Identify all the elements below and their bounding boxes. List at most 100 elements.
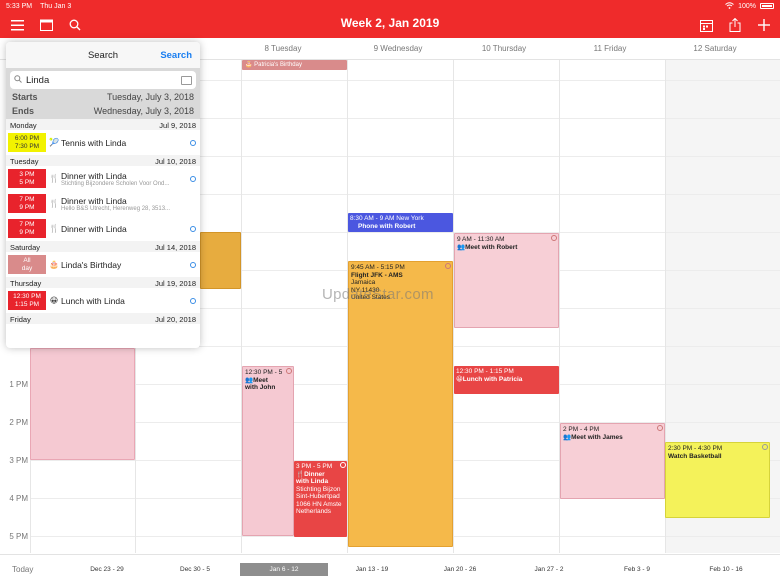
event-meet-james[interactable]: 2 PM - 4 PM 👥Meet with James: [560, 423, 665, 499]
status-bar: 5:33 PM Thu Jan 3 100%: [0, 0, 780, 12]
result-time: All day: [8, 255, 46, 274]
week-item[interactable]: Dec 30 - 5: [180, 566, 210, 573]
birthday-cake-icon: 🎂: [49, 260, 59, 269]
result-day-header: Friday Jul 20, 2018: [6, 313, 200, 324]
event-watch-basketball[interactable]: 2:30 PM - 4:30 PM Watch Basketball: [665, 442, 770, 518]
result-time: 7 PM 9 PM: [8, 194, 46, 213]
result-time: 12:30 PM 1:15 PM: [8, 291, 46, 310]
search-filter: Linda Starts Tuesday, July 3, 2018 Ends …: [6, 68, 200, 119]
result-item[interactable]: 12:30 PM 1:15 PM 😀 Lunch with Linda: [6, 288, 200, 313]
status-time: 5:33 PM: [6, 2, 33, 10]
event-lunch-patricia[interactable]: 12:30 PM - 1:15 PM 😀Lunch with Patricia: [454, 366, 559, 394]
week-item[interactable]: Jan 13 - 19: [355, 566, 389, 573]
result-title: Lunch with Linda: [61, 295, 125, 306]
sync-icon: [551, 235, 557, 241]
result-title: Tennis with Linda: [61, 137, 127, 148]
popover-header: Search Search: [6, 42, 200, 68]
result-item[interactable]: All day 🎂 Linda's Birthday: [6, 252, 200, 277]
result-location: Hello B&S Utrecht, Herenweg 28, 3513...: [61, 205, 171, 212]
week-grid[interactable]: 1 PM 2 PM 3 PM 4 PM 5 PM 🎂 Patricia's Bi…: [0, 60, 780, 553]
result-time: 7 PM 9 PM: [8, 219, 46, 238]
event-block-pink[interactable]: [30, 348, 135, 460]
add-icon[interactable]: [755, 16, 773, 34]
result-day-header: Thursday Jul 19, 2018: [6, 277, 200, 288]
week-item[interactable]: Feb 10 - 16: [709, 566, 743, 573]
week-bar: Today Dec 23 - 29 Dec 30 - 5 Jan 6 - 12 …: [0, 554, 780, 585]
status-date: Thu Jan 3: [40, 2, 72, 10]
fork-knife-icon: 🍴: [49, 199, 59, 208]
day-label-thursday[interactable]: 10 Thursday: [481, 44, 527, 53]
search-button[interactable]: Search: [160, 50, 192, 61]
watermark: UpdateStar.com: [322, 286, 434, 303]
result-item[interactable]: 3 PM 5 PM 🍴 Dinner with Linda Stichting …: [6, 166, 200, 191]
sync-icon: [190, 226, 196, 232]
battery-percent: 100%: [738, 2, 756, 10]
tennis-icon: 🎾: [49, 138, 59, 147]
result-day-header: Monday Jul 9, 2018: [6, 119, 200, 130]
share-icon[interactable]: [726, 16, 744, 34]
search-popover: Search Search Linda Starts Tuesday, July…: [6, 42, 200, 348]
hour-label-2pm: 2 PM: [9, 418, 28, 427]
calendar-today-icon[interactable]: [697, 16, 715, 34]
day-label-friday[interactable]: 11 Friday: [593, 44, 627, 53]
hour-label-5pm: 5 PM: [9, 532, 28, 541]
fork-knife-icon: 🍴: [49, 174, 59, 183]
hour-label-1pm: 1 PM: [9, 380, 28, 389]
hour-label-3pm: 3 PM: [9, 456, 28, 465]
result-time: 6:00 PM 7:30 PM: [8, 133, 46, 152]
search-input[interactable]: Linda: [10, 71, 196, 89]
sync-icon: [190, 262, 196, 268]
search-icon: [14, 75, 26, 85]
starts-row[interactable]: Starts Tuesday, July 3, 2018: [12, 92, 194, 102]
day-label-tuesday[interactable]: 8 Tuesday: [264, 44, 302, 53]
result-item[interactable]: 6:00 PM 7:30 PM 🎾 Tennis with Linda: [6, 130, 200, 155]
result-time: 3 PM 5 PM: [8, 169, 46, 188]
page-title: Week 2, Jan 2019: [340, 16, 440, 30]
hour-label-4pm: 4 PM: [9, 494, 28, 503]
event-meet-robert[interactable]: 9 AM - 11:30 AM 👥Meet with Robert: [454, 233, 559, 328]
event-phone-robert[interactable]: 8:30 AM - 9 AM New York Phone with Rober…: [348, 213, 453, 232]
sync-icon: [286, 368, 292, 374]
result-title: Dinner with Linda: [61, 223, 127, 234]
ends-row[interactable]: Ends Wednesday, July 3, 2018: [12, 106, 194, 116]
result-title: Linda's Birthday: [61, 259, 122, 270]
day-label-saturday[interactable]: 12 Saturday: [693, 44, 737, 53]
week-item[interactable]: Jan 27 - 2: [534, 566, 564, 573]
menu-icon[interactable]: [8, 16, 26, 34]
event-flight-jfk-ams[interactable]: 9:45 AM - 5:15 PM Flight JFK - AMS Jamai…: [348, 261, 453, 547]
week-item-selected[interactable]: Jan 6 - 12: [240, 563, 328, 576]
week-item[interactable]: Dec 23 - 29: [90, 566, 124, 573]
search-query: Linda: [26, 74, 50, 86]
result-day-header: Saturday Jul 14, 2018: [6, 241, 200, 252]
event-meet-john[interactable]: 12:30 PM - 5 👥Meet with John: [242, 366, 294, 536]
battery-icon: [760, 3, 774, 9]
result-day-header: Tuesday Jul 10, 2018: [6, 155, 200, 166]
today-button[interactable]: Today: [12, 565, 34, 574]
result-title: Dinner with Linda: [61, 170, 127, 181]
event-block-orange[interactable]: [200, 232, 241, 289]
sync-icon: [190, 176, 196, 182]
result-item[interactable]: 7 PM 9 PM 🍴 Dinner with Linda Hello B&S …: [6, 191, 200, 216]
sync-icon: [190, 298, 196, 304]
result-location: Stichting Bijzondere Scholen Voor Ond...: [61, 180, 170, 187]
sync-icon: [762, 444, 768, 450]
wifi-icon: [725, 1, 734, 11]
calendar-view-icon[interactable]: [37, 16, 55, 34]
nav-bar: Week 2, Jan 2019: [0, 12, 780, 38]
week-item[interactable]: Jan 20 - 26: [443, 566, 477, 573]
event-dinner-linda[interactable]: 3 PM - 5 PM 🍴Dinner with Linda Stichting…: [294, 461, 347, 537]
popover-title: Search: [87, 50, 119, 61]
result-title: Dinner with Linda: [61, 195, 127, 206]
result-item[interactable]: 7 PM 9 PM 🍴 Dinner with Linda: [6, 216, 200, 241]
book-icon[interactable]: [181, 75, 192, 85]
sync-icon: [445, 263, 451, 269]
sync-icon: [340, 462, 346, 468]
event-patricias-birthday[interactable]: 🎂 Patricia's Birthday: [242, 60, 347, 70]
sync-icon: [657, 425, 663, 431]
fork-knife-icon: 🍴: [49, 224, 59, 233]
smile-icon: 😀: [49, 296, 59, 305]
search-icon[interactable]: [66, 16, 84, 34]
sync-icon: [190, 140, 196, 146]
day-label-wednesday[interactable]: 9 Wednesday: [373, 44, 423, 53]
week-item[interactable]: Feb 3 - 9: [623, 566, 650, 573]
